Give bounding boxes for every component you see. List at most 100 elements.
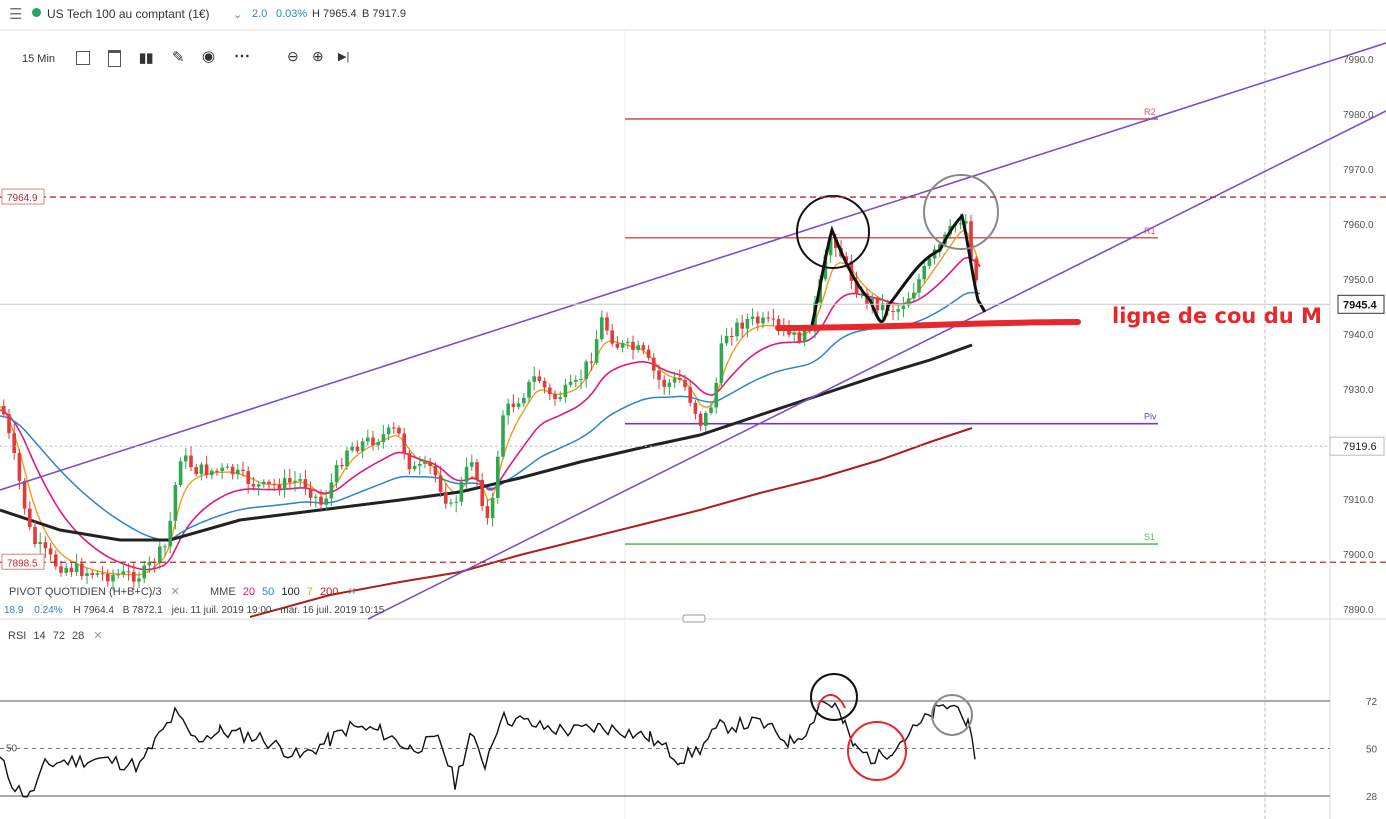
candle — [376, 442, 380, 446]
candle — [386, 427, 391, 435]
candle — [74, 563, 79, 573]
candle — [48, 548, 53, 555]
candle — [657, 370, 661, 380]
pencil-icon[interactable]: ✎ — [172, 49, 185, 66]
info-pct: 0.24% — [34, 605, 63, 616]
candle — [579, 378, 583, 380]
candle — [719, 343, 724, 383]
instrument-title[interactable]: US Tech 100 au comptant (1€) — [47, 7, 210, 21]
candle — [485, 506, 490, 519]
candle — [787, 329, 791, 335]
candle — [314, 496, 318, 498]
info-legend: 18.9 0.24% H 7964.4 B 7872.1 jeu. 11 jui… — [4, 605, 384, 616]
candle — [750, 316, 755, 319]
candle — [64, 567, 68, 573]
candle — [688, 387, 692, 403]
mme-period-100: 100 — [281, 586, 300, 598]
candle — [964, 221, 968, 224]
candle — [449, 502, 453, 504]
candle — [17, 453, 22, 481]
candle — [100, 573, 105, 575]
menu-icon[interactable]: ☰ — [9, 6, 23, 23]
pivot-label: PIVOT QUOTIDIEN (H+B+C)/3 — [9, 586, 162, 598]
chart-toolbar: 15 Min ▮▮ ✎ ◉ ⋯ ⊖ ⊕ ▶| — [0, 44, 370, 74]
pane-resize-handle[interactable] — [682, 614, 706, 623]
candle — [324, 498, 328, 505]
candle — [267, 481, 271, 484]
candle — [28, 508, 32, 527]
candle — [605, 317, 609, 331]
candle — [470, 462, 474, 467]
zoom-in-icon[interactable]: ⊕ — [312, 48, 324, 64]
close-icon[interactable]: ✕ — [93, 630, 103, 642]
chevron-down-icon[interactable]: ⌄ — [233, 9, 243, 21]
candle — [776, 319, 781, 326]
candle — [553, 393, 557, 400]
candle — [418, 463, 422, 466]
more-icon[interactable]: ⋯ — [234, 48, 250, 65]
candle — [210, 470, 214, 476]
candle — [652, 357, 656, 371]
candle — [184, 455, 188, 462]
rsi-label: RSI — [8, 630, 27, 642]
close-icon[interactable]: ✕ — [347, 586, 357, 598]
candle — [490, 497, 495, 519]
candle — [236, 469, 240, 475]
candle — [262, 481, 266, 485]
candles-icon[interactable] — [76, 51, 90, 65]
candle — [178, 461, 183, 486]
candle — [334, 464, 339, 483]
candle — [158, 546, 162, 563]
candle — [298, 479, 302, 481]
rsi-circle-bottom — [847, 721, 907, 781]
candle — [454, 501, 458, 503]
rsi-circle-right — [931, 694, 973, 736]
peak-circle-left — [796, 195, 870, 269]
candle — [548, 387, 552, 394]
mme-period-7: 7 — [306, 586, 313, 598]
candle — [225, 466, 230, 468]
candle — [740, 322, 744, 329]
mme-period-200: 200 — [319, 586, 339, 598]
rsi-param: 72 — [52, 630, 65, 642]
rsi-legend[interactable]: RSI 14 72 28 ✕ — [8, 629, 103, 642]
close-icon[interactable]: ✕ — [170, 586, 180, 598]
candle — [922, 266, 926, 280]
candle — [423, 462, 427, 464]
candle — [756, 316, 760, 324]
bar-chart-icon[interactable]: ▮▮ — [139, 50, 154, 65]
candle — [12, 433, 16, 454]
info-value: 18.9 — [4, 605, 24, 616]
candle — [350, 446, 354, 451]
bid-price-box — [1329, 436, 1385, 456]
candle — [33, 526, 37, 545]
candle — [958, 223, 963, 225]
mme-period-20: 20 — [242, 586, 255, 598]
candle — [854, 280, 859, 295]
zoom-out-icon[interactable]: ⊖ — [287, 48, 299, 64]
play-icon[interactable]: ▶| — [338, 51, 350, 63]
candle — [574, 379, 578, 382]
candle — [147, 561, 152, 566]
pivot-legend[interactable]: PIVOT QUOTIDIEN (H+B+C)/3 ✕ — [9, 585, 180, 598]
candle — [496, 456, 500, 498]
price-tick-label: 7910.0 — [1343, 495, 1374, 506]
ma-line-20 — [0, 256, 981, 571]
mme-period-50: 50 — [262, 586, 275, 598]
eye-icon[interactable]: ◉ — [202, 48, 216, 65]
candle — [912, 292, 916, 299]
candle — [480, 479, 484, 507]
candle — [678, 378, 682, 380]
candle — [38, 542, 42, 545]
candle — [901, 305, 906, 310]
candle — [631, 341, 635, 350]
candle — [54, 554, 58, 567]
mme-legend[interactable]: MME 20 50 100 7 200 ✕ — [210, 585, 357, 598]
candle — [7, 414, 11, 434]
neckline-annotation: ligne de cou du M — [1112, 304, 1322, 328]
candle — [22, 480, 27, 509]
chart-type-icon[interactable] — [108, 50, 121, 67]
price-change-pct: 0.03% — [276, 8, 308, 20]
interval-selector[interactable]: 15 Min — [22, 53, 56, 65]
